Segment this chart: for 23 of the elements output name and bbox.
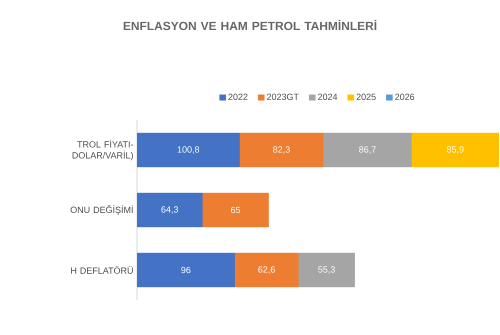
bar <box>323 132 412 168</box>
y-tick-label: ONU DEĞİŞİMİ <box>70 205 133 215</box>
y-tick-label: TROL FİYATI- DOLAR/VARİL) <box>72 140 134 160</box>
legend-label: 2026 <box>395 94 414 100</box>
data-label: 55,3 <box>318 266 335 274</box>
legend-label: 2023GT <box>267 94 299 100</box>
legend-label: 2025 <box>356 94 376 100</box>
data-label: 96 <box>181 266 190 274</box>
legend-label: 2022 <box>228 94 248 100</box>
chart-title: ENFLASYON VE HAM PETROL TAHMİNLERİ <box>124 20 376 30</box>
data-label: 65 <box>230 206 240 214</box>
data-label: 86,7 <box>359 146 376 154</box>
bar <box>298 252 355 288</box>
data-label: 64,3 <box>161 206 178 214</box>
data-label: 85,9 <box>446 146 464 154</box>
y-tick-label: H DEFLATÖRÜ <box>71 266 133 274</box>
bar <box>202 192 269 228</box>
data-label: 82,3 <box>273 146 290 154</box>
bar <box>239 132 324 168</box>
bar <box>234 252 299 288</box>
data-label: 62,6 <box>258 266 275 274</box>
data-label: 100,8 <box>178 146 200 154</box>
legend-label: 2024 <box>318 94 338 100</box>
